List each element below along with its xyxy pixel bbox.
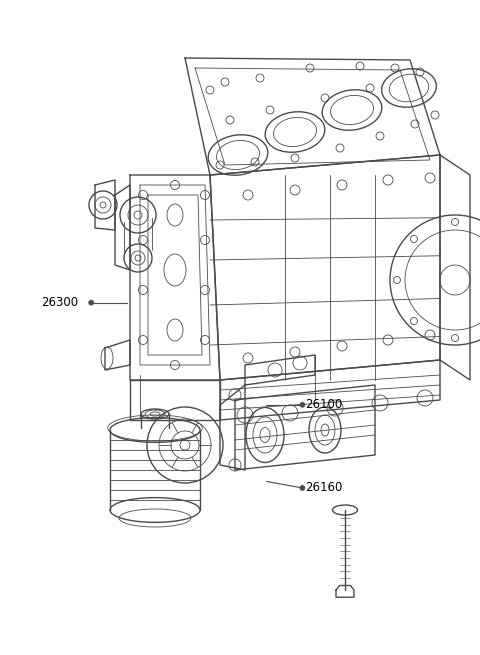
Text: 26160: 26160	[305, 481, 342, 495]
Circle shape	[89, 300, 94, 305]
Text: 26300: 26300	[41, 296, 78, 309]
Circle shape	[300, 402, 305, 407]
Circle shape	[300, 485, 305, 491]
Text: 26100: 26100	[305, 398, 342, 411]
